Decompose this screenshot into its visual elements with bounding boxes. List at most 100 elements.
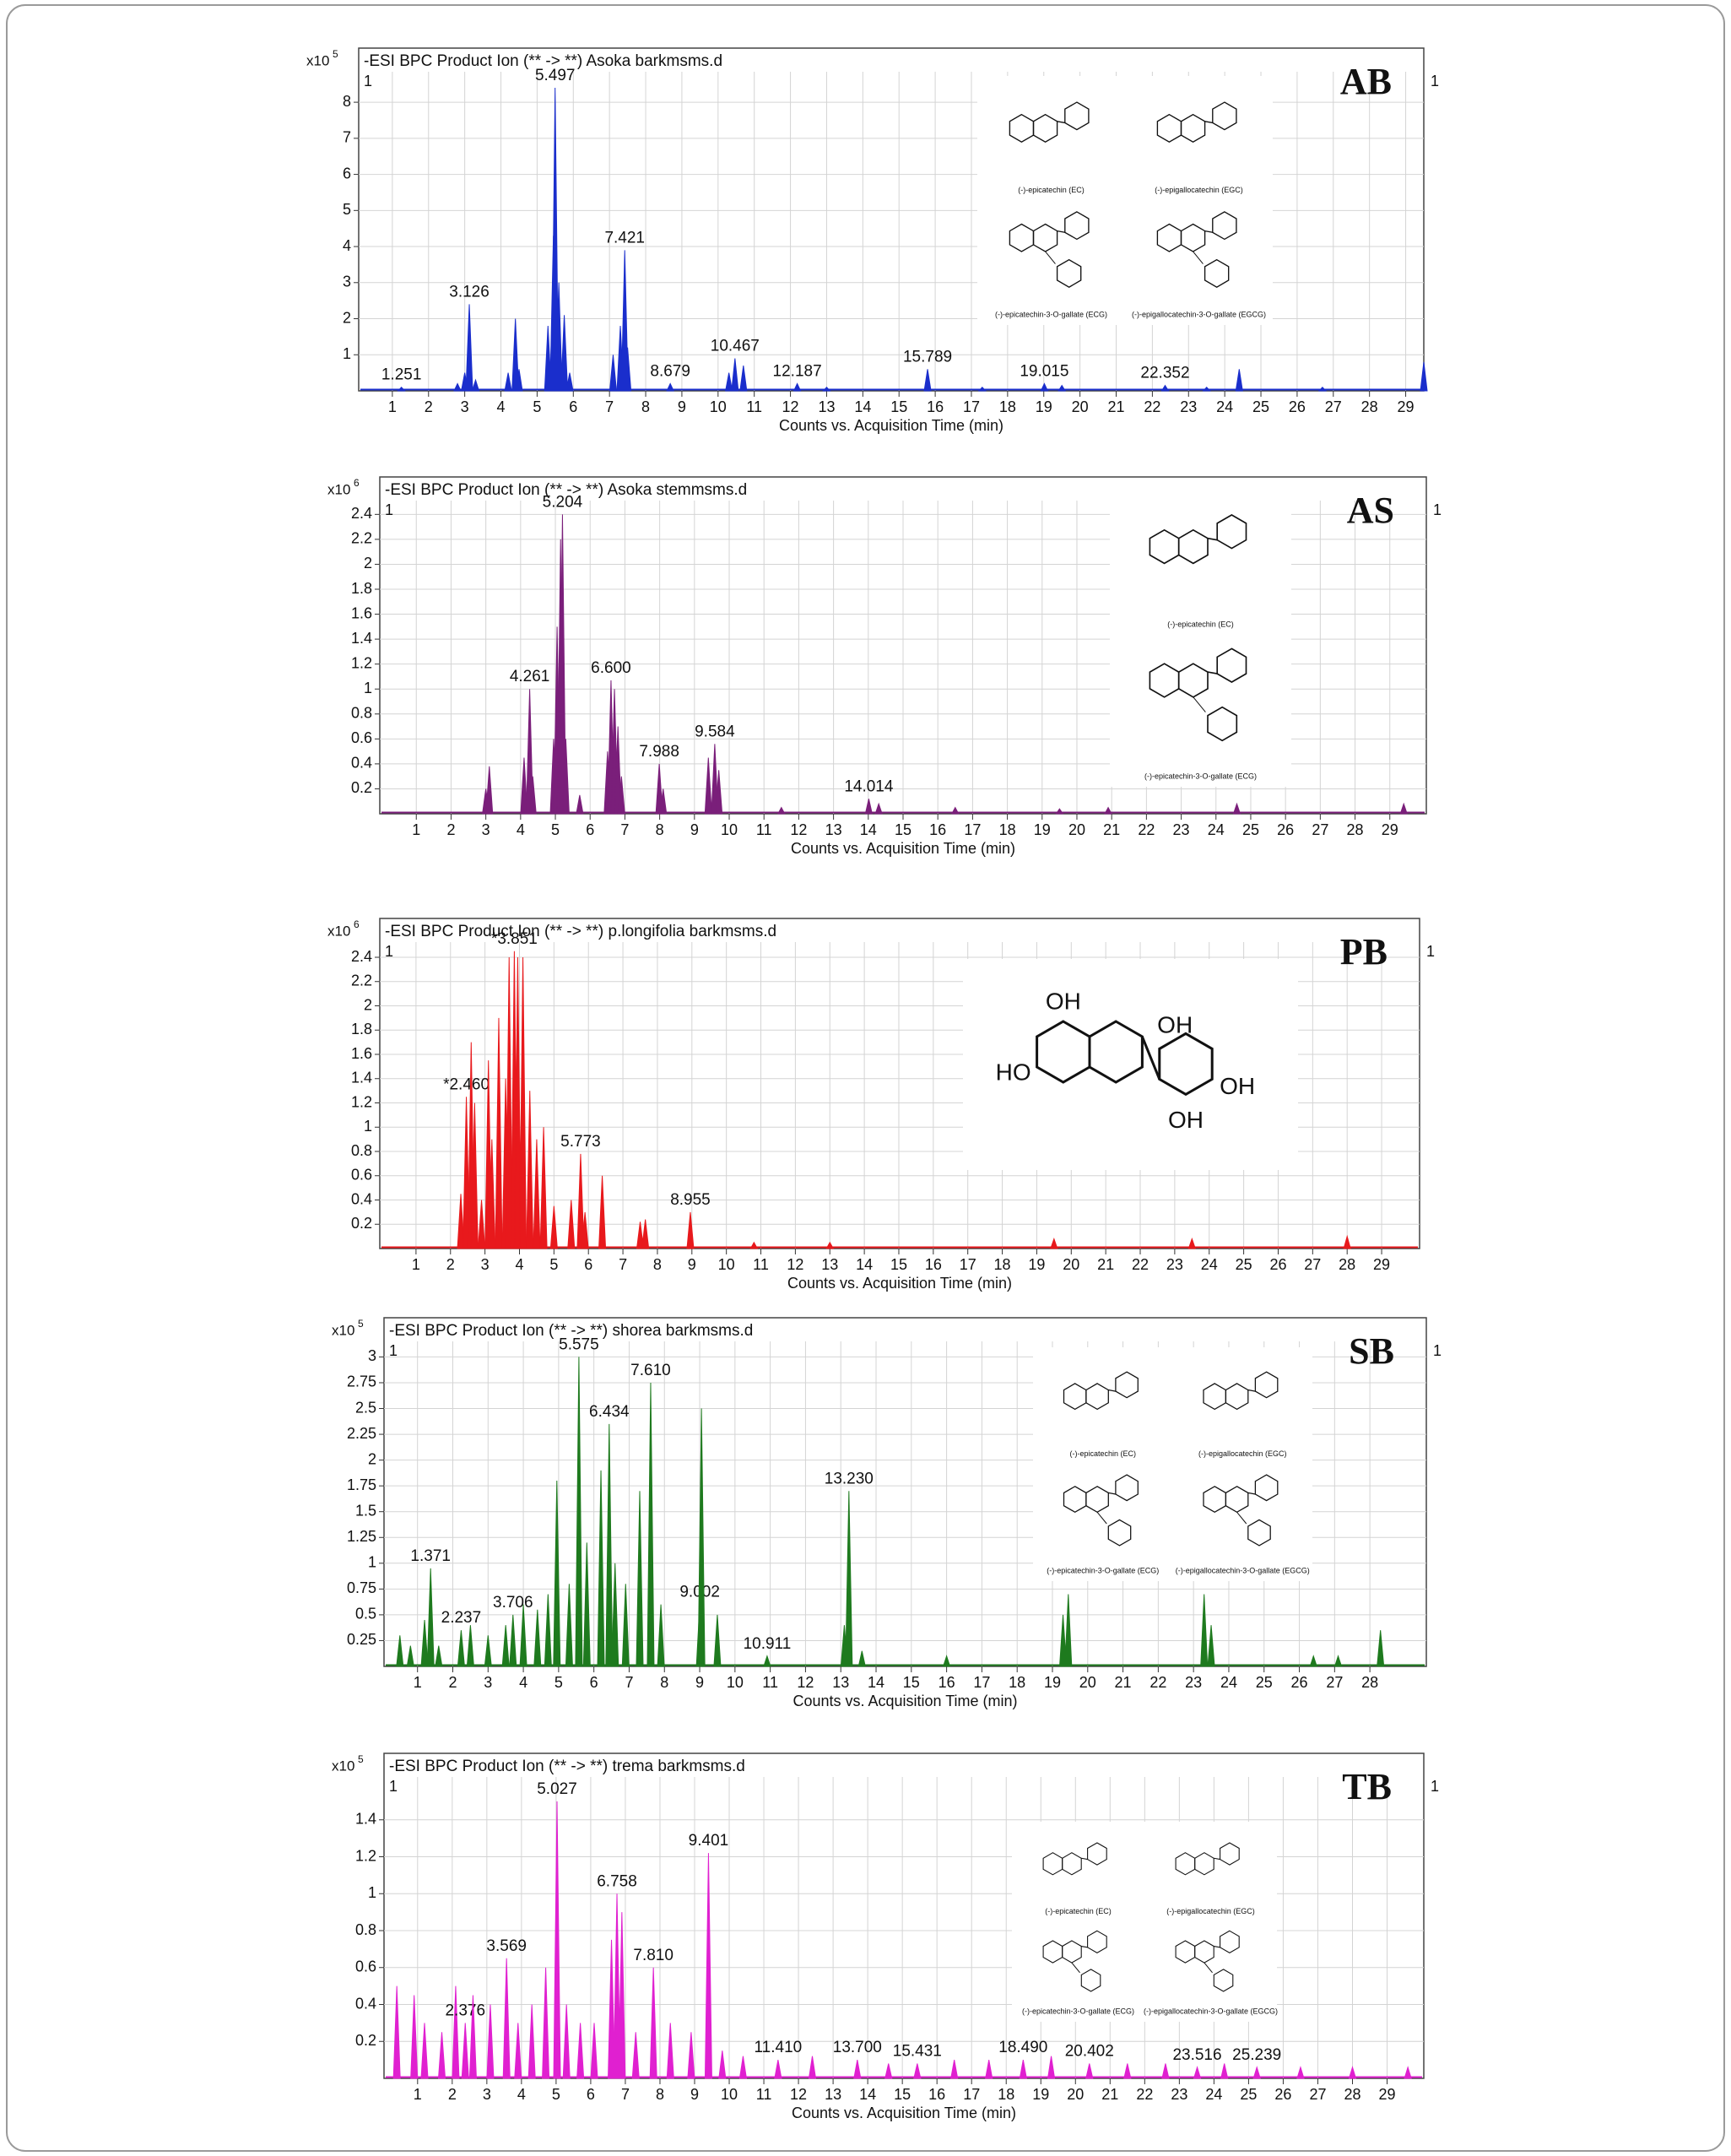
peak (514, 2023, 522, 2079)
x-tick-label: 20 (1079, 1674, 1096, 1691)
peak (1235, 369, 1243, 392)
x-tick-label: 10 (721, 2086, 738, 2103)
peak (471, 378, 480, 392)
x-tick-label: 27 (1309, 2086, 1326, 2103)
x-axis-title: Counts vs. Acquisition Time (min) (792, 2105, 1016, 2121)
molecule (1063, 1371, 1139, 1411)
peak-label: 18.490 (998, 2039, 1047, 2056)
x-tick-label: 14 (854, 398, 871, 415)
x-tick-label: 11 (756, 821, 772, 838)
x-tick-label: 12 (787, 1256, 803, 1273)
peak (1187, 1237, 1197, 1249)
x-tick-label: 21 (1097, 1256, 1114, 1273)
y-tick-label: 1.5 (355, 1502, 376, 1519)
peak-label: 20.402 (1065, 2043, 1114, 2061)
x-tick-label: 15 (894, 2086, 911, 2103)
x-tick-label: 19 (1034, 821, 1051, 838)
inset-caption: (-)-epigallocatechin (EGC) (1198, 1449, 1287, 1458)
bond (1045, 251, 1056, 264)
x-tick-label: 24 (1220, 1674, 1237, 1691)
y-tick-label: 0.2 (355, 2032, 376, 2049)
peak (1123, 2063, 1132, 2079)
x-tick-label: 17 (963, 2086, 980, 2103)
molecule (1149, 647, 1247, 742)
x-tick-label: 18 (999, 821, 1016, 838)
y-tick-label: 1.8 (351, 1021, 372, 1037)
y-tick-label: 1.4 (351, 630, 372, 647)
plot-index: 1 (389, 1342, 398, 1359)
bond (1204, 121, 1213, 124)
inset-caption: (-)-epicatechin-3-O-gallate (ECG) (1022, 2007, 1134, 2015)
y-tick-label: 1.25 (347, 1528, 376, 1545)
peak (519, 956, 527, 1249)
y-tick-label: 1.8 (351, 580, 372, 597)
x-axis-title: Counts vs. Acquisition Time (min) (792, 1693, 1017, 1709)
chart-title: -ESI BPC Product Ion (** -> **) shorea b… (389, 1322, 753, 1340)
atom-label: OH (1157, 1011, 1193, 1037)
peak (581, 1211, 589, 1249)
y-tick-label: 2.75 (347, 1373, 376, 1390)
x-tick-label: 6 (569, 398, 577, 415)
peak-label: 5.575 (559, 1335, 599, 1353)
x-tick-label: 25 (1256, 1674, 1273, 1691)
peak (1047, 2056, 1056, 2079)
x-tick-label: 10 (710, 398, 727, 415)
y-tick-label: 0.75 (347, 1579, 376, 1596)
x-tick-label: 27 (1326, 1674, 1343, 1691)
x-tick-label: 19 (1044, 1674, 1061, 1691)
scale-label: x10 (327, 481, 350, 497)
panel-label: TB (1342, 1766, 1392, 1807)
peak (853, 2060, 862, 2079)
peak (519, 1604, 527, 1667)
y-tick-label: 2.2 (351, 972, 372, 989)
peak (392, 1985, 401, 2079)
x-tick-label: 8 (660, 1674, 668, 1691)
x-tick-label: 21 (1103, 821, 1120, 838)
ring (1194, 1940, 1214, 1964)
x-tick-label: 18 (998, 2086, 1014, 2103)
molecule (1042, 1930, 1107, 1992)
x-tick-label: 13 (825, 2086, 841, 2103)
x-tick-label: 14 (860, 821, 877, 838)
x-tick-label: 28 (1339, 1256, 1355, 1273)
peak (1343, 1234, 1351, 1249)
plot-index: 1 (389, 1778, 398, 1795)
peak (715, 770, 723, 815)
peak (845, 1491, 853, 1667)
x-tick-label: 19 (1032, 2086, 1049, 2103)
y-tick-label: 0.4 (351, 1190, 372, 1207)
peak-label: 7.810 (633, 1947, 673, 1964)
peak (1058, 384, 1067, 392)
peak-label: 5.204 (543, 493, 583, 511)
x-tick-label: 8 (656, 821, 664, 838)
x-tick-label: 4 (519, 1674, 527, 1691)
peak (1202, 386, 1211, 392)
molecule (1175, 1842, 1240, 1876)
peak-label: 13.700 (833, 2039, 882, 2056)
peak (774, 2060, 782, 2079)
x-tick-label: 17 (964, 821, 981, 838)
peak (1220, 2063, 1229, 2079)
bond (1071, 1962, 1080, 1974)
scale-exponent: 6 (354, 477, 360, 489)
ring (1032, 113, 1058, 143)
y-tick-label: 2 (343, 309, 351, 326)
x-tick-label: 24 (1205, 2086, 1222, 2103)
peak (461, 2023, 469, 2079)
ring (1180, 113, 1206, 143)
ring (1087, 1842, 1107, 1866)
peak (426, 1568, 435, 1667)
x-tick-label: 8 (653, 1256, 662, 1273)
peak (686, 1211, 695, 1249)
peak (488, 1139, 496, 1249)
inset-caption: (-)-epicatechin (EC) (1167, 620, 1234, 628)
inset-caption: (-)-epigallocatechin (EGC) (1155, 186, 1243, 194)
ring (1220, 1930, 1240, 1954)
inset-caption: (-)-epicatechin (EC) (1069, 1449, 1136, 1458)
x-tick-label: 9 (678, 398, 686, 415)
y-tick-label: 1.4 (351, 1070, 372, 1086)
y-tick-label: 1 (364, 680, 372, 696)
peak (1317, 386, 1328, 392)
x-tick-label: 11 (746, 398, 762, 415)
y-tick-label: 3 (343, 274, 351, 290)
